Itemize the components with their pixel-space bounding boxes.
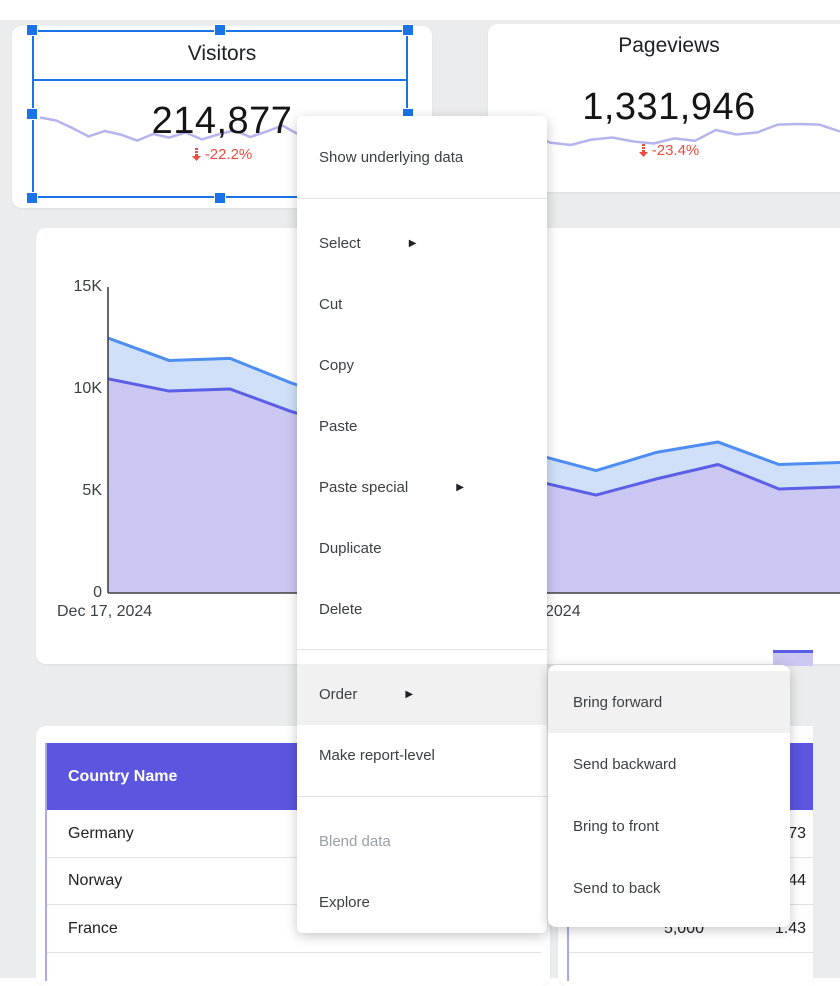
pageviews-delta: -23.4%	[488, 142, 840, 159]
order-submenu: Bring forward Send backward Bring to fro…	[548, 665, 790, 927]
y-tick-0: 0	[93, 584, 102, 601]
menu-item-paste-special[interactable]: Paste special ▶	[319, 479, 464, 496]
selection-handle-n[interactable]	[214, 24, 226, 36]
arrow-down-icon	[191, 148, 201, 161]
menu-item-show-underlying-data[interactable]: Show underlying data	[319, 148, 464, 166]
visitors-delta-text: -22.2%	[204, 146, 253, 163]
submenu-arrow-icon: ▶	[408, 238, 417, 249]
visitors-delta: -22.2%	[12, 146, 432, 163]
y-tick-10k: 10K	[73, 380, 102, 397]
menu-divider	[297, 198, 547, 199]
table-row-partial	[569, 953, 813, 981]
submenu-item-send-to-back[interactable]: Send to back	[573, 879, 661, 897]
cell-country: Norway	[68, 872, 123, 889]
submenu-item-send-backward[interactable]: Send backward	[573, 755, 677, 773]
submenu-item-bring-to-front[interactable]: Bring to front	[573, 817, 659, 835]
selection-handle-s[interactable]	[214, 192, 226, 204]
selection-handle-e[interactable]	[402, 108, 414, 120]
selection-handle-ne[interactable]	[402, 24, 414, 36]
menu-item-copy[interactable]: Copy	[319, 357, 355, 374]
menu-item-select[interactable]: Select ▶	[319, 235, 417, 252]
selection-title-divider	[32, 79, 408, 81]
menu-item-order[interactable]: Order ▶	[297, 664, 547, 725]
menu-divider	[297, 649, 547, 650]
submenu-arrow-icon: ▶	[456, 482, 464, 493]
x-axis-label-mid-fragment: 2024	[545, 603, 581, 620]
submenu-arrow-icon: ▶	[405, 689, 414, 700]
column-header-country-name: Country Name	[68, 767, 178, 785]
cell-country: France	[68, 919, 118, 937]
pageviews-value: 1,331,946	[582, 86, 756, 128]
menu-item-duplicate[interactable]: Duplicate	[319, 540, 382, 557]
table-row-partial	[47, 953, 541, 981]
menu-item-explore[interactable]: Explore	[319, 894, 370, 911]
pageviews-title: Pageviews	[618, 34, 720, 57]
selection-handle-sw[interactable]	[26, 192, 38, 204]
selection-handle-w[interactable]	[26, 108, 38, 120]
menu-item-cut[interactable]: Cut	[319, 296, 343, 313]
visitors-value: 214,877	[151, 100, 293, 142]
context-menu: Show underlying data Select ▶ Cut Copy P…	[297, 116, 547, 933]
selection-handle-nw[interactable]	[26, 24, 38, 36]
x-axis-label-start: Dec 17, 2024	[57, 603, 153, 620]
pageviews-delta-text: -23.4%	[651, 142, 700, 159]
menu-item-make-report-level[interactable]: Make report-level	[319, 747, 435, 764]
menu-divider	[297, 796, 547, 797]
chart-legend-fragment	[773, 650, 813, 666]
menu-item-paste[interactable]: Paste	[319, 418, 358, 435]
y-tick-15k: 15K	[73, 278, 102, 295]
y-tick-5k: 5K	[82, 482, 102, 499]
submenu-item-bring-forward[interactable]: Bring forward	[548, 671, 790, 733]
visitors-title: Visitors	[187, 42, 257, 65]
cell-country: Germany	[68, 824, 134, 842]
menu-item-blend-data: Blend data	[319, 833, 391, 850]
menu-item-delete[interactable]: Delete	[319, 601, 363, 618]
arrow-down-icon	[638, 144, 648, 157]
